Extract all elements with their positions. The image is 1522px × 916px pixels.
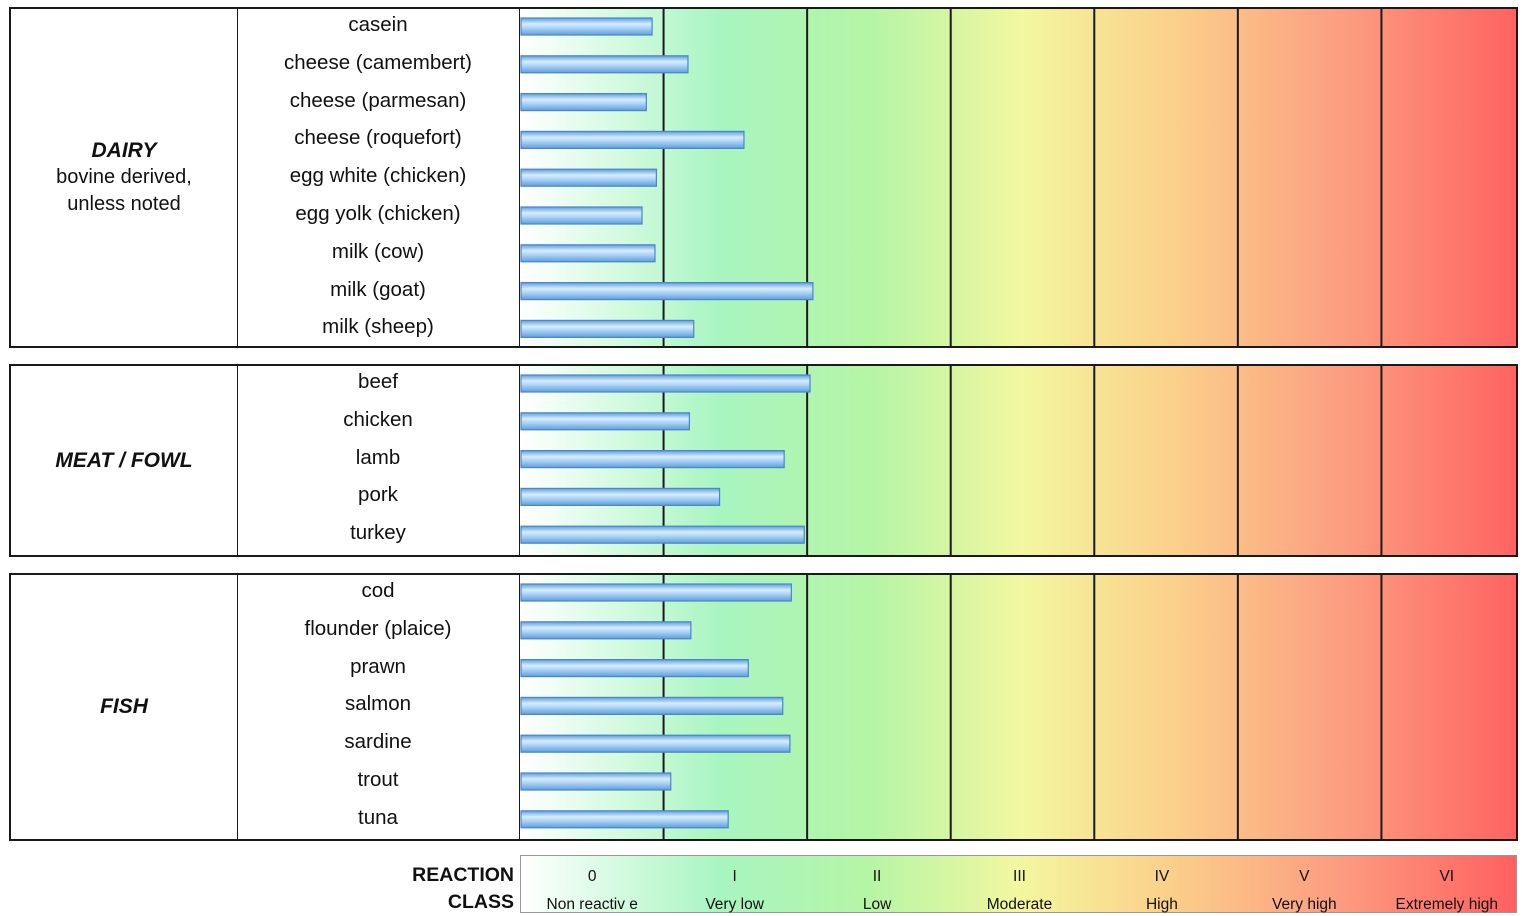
item-label: flounder (plaice): [304, 616, 452, 640]
item-label: cod: [361, 579, 395, 602]
item-label: chicken: [343, 407, 413, 431]
legend-class-numeral: III: [1013, 868, 1026, 885]
category-title: DAIRY: [91, 138, 157, 162]
category-title: MEAT / FOWL: [55, 448, 193, 472]
legend-class-numeral: VI: [1439, 868, 1455, 885]
category-cell: DAIRY bovine derived, unless noted: [11, 9, 238, 346]
legend-title-line: CLASS: [447, 891, 514, 913]
legend-class-name: Extremely high: [1395, 896, 1499, 913]
bar-plot: [520, 366, 1516, 555]
legend-class-name: Moderate: [986, 896, 1053, 913]
item-label: cheese (roquefort): [294, 126, 462, 150]
item-labels: beef chicken lamb pork turkey: [237, 366, 520, 555]
fish-panel: FISH cod flounder (plaice) prawn salmon sard…: [9, 573, 1518, 841]
category-cell: FISH: [11, 575, 238, 839]
item-label: egg yolk (chicken): [295, 202, 461, 225]
bar: [520, 282, 814, 301]
legend-class-numeral: I: [732, 868, 737, 885]
category-title: FISH: [100, 695, 148, 718]
item-labels: casein cheese (camembert) cheese (parmesan…: [237, 9, 520, 346]
bar: [520, 810, 729, 829]
item-label: cheese (camembert): [284, 50, 472, 74]
legend-class-numeral: IV: [1154, 868, 1170, 885]
legend-class: VI Extremely high: [1376, 856, 1518, 914]
item-label: egg white (chicken): [289, 164, 467, 188]
plot-svg: [520, 9, 1516, 346]
bar: [520, 772, 672, 791]
legend-class-name: Low: [862, 896, 892, 913]
legend-class-numeral: 0: [587, 868, 597, 885]
bar: [520, 525, 805, 544]
legend-class-name: Very high: [1272, 896, 1337, 913]
bar: [520, 487, 721, 507]
item-label: casein: [348, 13, 408, 36]
bar-plot: [520, 9, 1516, 346]
reaction-class-legend: 0 Non reactiv e I Very low II Low III Moderate I…: [520, 855, 1517, 913]
bar: [520, 658, 749, 678]
item-label: trout: [357, 768, 399, 791]
bar: [520, 449, 785, 469]
bar: [520, 206, 643, 225]
bar: [520, 17, 653, 36]
legend-class: V Very high: [1233, 856, 1375, 914]
legend-class: III Moderate: [948, 856, 1090, 914]
bar: [520, 734, 791, 753]
legend-class-name: High: [1145, 896, 1178, 913]
bar: [520, 130, 745, 150]
item-labels: cod flounder (plaice) prawn salmon sardine tr…: [237, 575, 520, 839]
plot-svg: [520, 366, 1516, 555]
dairy-panel: DAIRY bovine derived, unless noted casei…: [9, 7, 1518, 348]
item-label: milk (goat): [330, 277, 426, 301]
meat-fowl-panel: MEAT / FOWL beef chicken lamb pork turkey: [9, 364, 1518, 557]
item-label: pork: [358, 483, 398, 507]
legend-class-numeral: II: [872, 868, 882, 885]
legend-title: REACTION CLASS: [412, 862, 514, 916]
bar: [520, 319, 695, 338]
item-label: tuna: [358, 805, 398, 829]
item-label: milk (cow): [331, 239, 425, 263]
bar: [520, 244, 656, 263]
legend-class: II Low: [806, 856, 948, 914]
legend-class: 0 Non reactiv e: [521, 856, 663, 914]
bar: [520, 374, 811, 393]
bar: [520, 168, 657, 187]
item-label: prawn: [350, 654, 406, 678]
legend-class-name: Very low: [705, 896, 764, 913]
category-cell: MEAT / FOWL: [11, 366, 238, 555]
bar: [520, 412, 691, 431]
item-label: turkey: [350, 521, 406, 545]
legend-class: I Very low: [663, 856, 805, 914]
bar: [520, 621, 692, 640]
category-subtitle: bovine derived,: [56, 165, 192, 188]
bar: [520, 583, 792, 602]
legend-class: IV High: [1091, 856, 1233, 914]
bar: [520, 55, 689, 74]
bar: [520, 696, 784, 716]
legend-title-line: REACTION: [412, 864, 514, 886]
item-label: milk (sheep): [322, 315, 434, 339]
bar-plot: [520, 575, 1516, 839]
item-label: beef: [358, 370, 398, 393]
item-label: lamb: [355, 445, 401, 469]
legend-class-numeral: V: [1299, 868, 1310, 885]
item-label: cheese (parmesan): [289, 88, 467, 112]
item-label: sardine: [344, 730, 412, 754]
legend-class-name: Non reactiv e: [546, 896, 638, 913]
item-label: salmon: [344, 692, 412, 716]
plot-svg: [520, 575, 1516, 839]
bar: [520, 92, 647, 112]
category-subtitle: unless noted: [67, 192, 181, 215]
